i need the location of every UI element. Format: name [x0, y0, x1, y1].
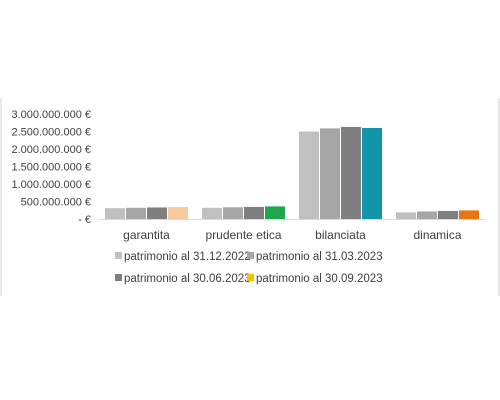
bar-1-bilanciata [299, 131, 319, 219]
y-tick-label: 1.500.000.000 € [11, 162, 91, 174]
bar-3-dinamica [438, 210, 458, 219]
y-tick-label: 3.000.000.000 € [11, 109, 91, 121]
y-tick-label: 2.500.000.000 € [11, 127, 91, 139]
bar-4-bilanciata [362, 128, 382, 219]
legend-label: patrimonio al 30.09.2023 [256, 273, 383, 285]
legend-swatch [247, 252, 254, 259]
bar-3-prudente-etica [244, 206, 264, 219]
y-tick-label: 500.000.000 € [21, 197, 91, 209]
x-category-label: prudente etica [205, 228, 281, 242]
bar-2-prudente-etica [223, 207, 243, 219]
bar-1-garantita [105, 208, 125, 219]
x-category-label: garantita [123, 228, 170, 242]
bar-chart: - € 500.000.000 € 1.000.000.000 € 1.500.000… [0, 98, 500, 296]
legend-label: patrimonio al 31.03.2023 [256, 251, 383, 263]
legend-swatch [115, 252, 122, 259]
y-tick-label: 2.000.000.000 € [11, 144, 91, 156]
chart-frame: - € 500.000.000 € 1.000.000.000 € 1.500.000… [0, 98, 500, 296]
y-tick-label: 1.000.000.000 € [11, 179, 91, 191]
x-category-label: bilanciata [315, 228, 366, 242]
bar-3-bilanciata [341, 126, 361, 219]
bar-2-dinamica [417, 211, 437, 219]
legend-swatch [247, 274, 254, 281]
bar-4-garantita [168, 207, 188, 219]
bar-3-garantita [147, 207, 167, 219]
legend-swatch [115, 274, 122, 281]
legend-label: patrimonio al 30.06.2023 [124, 273, 251, 285]
bar-1-prudente-etica [202, 207, 222, 219]
legend-label: patrimonio al 31.12.2022 [124, 251, 251, 263]
bar-4-dinamica [459, 210, 479, 219]
bar-1-dinamica [396, 212, 416, 219]
bar-2-bilanciata [320, 128, 340, 219]
y-tick-label: - € [78, 214, 91, 226]
x-category-label: dinamica [413, 228, 461, 242]
bar-4-prudente-etica [265, 206, 285, 219]
bar-2-garantita [126, 207, 146, 219]
